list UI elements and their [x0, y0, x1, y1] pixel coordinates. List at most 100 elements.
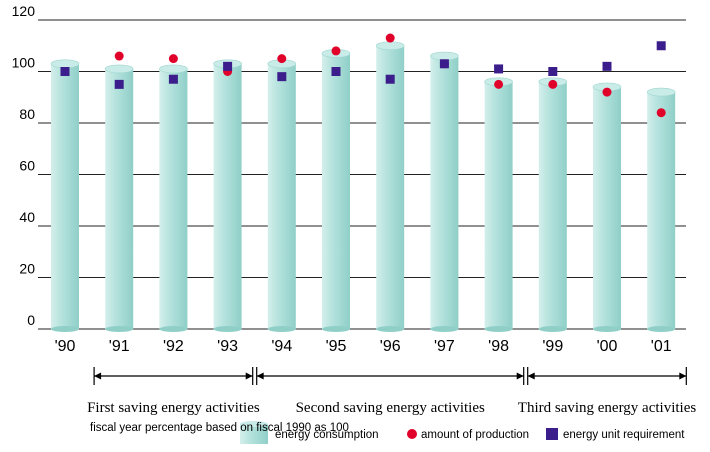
- legend-item: energy unit requirement: [546, 428, 685, 441]
- production-point: [168, 54, 178, 64]
- bar-bottom: [593, 326, 621, 332]
- unit-requirement-point: [494, 64, 504, 74]
- legend-swatch-square: [546, 428, 558, 440]
- bar-body: [484, 81, 513, 329]
- x-tick-label: '93: [217, 338, 238, 355]
- period-arrow: Third saving energy activities: [518, 367, 697, 416]
- bar-bottom: [376, 326, 405, 332]
- x-tick-label: '94: [271, 338, 292, 355]
- x-tick-label: '97: [434, 338, 455, 355]
- bar-bottom: [430, 326, 459, 332]
- footnote-line-1: fiscal year percentage based on fiscal 1…: [90, 422, 349, 434]
- period-label: First saving energy activities: [87, 400, 260, 416]
- y-tick-label: 20: [19, 261, 35, 277]
- bar: [267, 59, 297, 332]
- arrowhead-left: [256, 372, 264, 380]
- x-tick-label: '92: [163, 338, 184, 355]
- y-tick-label: 100: [12, 55, 36, 71]
- y-axis-ticks: 0 20 40 60 80 100 120: [12, 3, 36, 328]
- legend: energy consumption amount of production en…: [240, 421, 685, 444]
- legend-swatch-circle: [407, 429, 417, 439]
- production-point: [277, 54, 287, 64]
- arrowhead-left: [527, 372, 535, 380]
- arrowhead-left: [94, 372, 102, 380]
- y-tick-label: 60: [19, 158, 35, 174]
- production-point: [656, 108, 666, 118]
- period-label: Third saving energy activities: [518, 400, 697, 416]
- bar: [592, 82, 622, 332]
- legend-item: amount of production: [407, 429, 529, 441]
- y-tick-label: 0: [27, 312, 35, 328]
- legend-item: energy consumption: [240, 421, 379, 444]
- bar: [159, 64, 188, 332]
- unit-requirement-point: [60, 67, 70, 76]
- bar-body: [267, 63, 296, 330]
- legend-swatch-bar-top: [240, 421, 268, 427]
- bar-body: [376, 45, 405, 329]
- arrowhead-right: [679, 372, 687, 380]
- bar-bottom: [105, 326, 134, 332]
- bar-bottom: [213, 326, 242, 332]
- unit-requirement-point: [114, 79, 124, 89]
- x-tick-label: '91: [109, 338, 130, 355]
- period-arrows: First saving energy activities Second sav…: [87, 367, 696, 416]
- bar: [484, 77, 513, 332]
- production-point: [331, 46, 341, 56]
- legend-label: energy consumption: [275, 429, 379, 441]
- bar-bottom: [267, 326, 296, 332]
- legend-label: amount of production: [421, 429, 529, 441]
- grid-lines: [38, 19, 686, 330]
- bar-bottom: [322, 326, 350, 332]
- x-axis-labels: '90 '91 '92 '93 '94 '95 '96 '97 '98 '99 '00 '01: [55, 338, 672, 355]
- bar-body: [430, 56, 459, 330]
- bar: [50, 59, 80, 332]
- bar-top: [104, 64, 134, 74]
- bar-bottom: [538, 326, 567, 332]
- bar-bottom: [647, 326, 676, 332]
- bar-body: [538, 81, 567, 329]
- bar: [646, 87, 676, 332]
- markers: [60, 33, 666, 118]
- bar-body: [51, 63, 79, 330]
- x-tick-label: '99: [542, 338, 563, 355]
- bar-body: [593, 86, 621, 329]
- bar-top: [375, 41, 405, 51]
- unit-requirement-point: [168, 74, 178, 84]
- x-tick-label: '00: [597, 338, 618, 355]
- bar: [104, 64, 134, 332]
- period-arrow: Second saving energy activities: [256, 367, 525, 416]
- bar-body: [647, 92, 676, 329]
- production-point: [385, 33, 395, 43]
- bar-bottom: [159, 326, 188, 332]
- unit-requirement-point: [548, 67, 558, 76]
- bar-top: [646, 87, 676, 97]
- production-point: [494, 79, 504, 89]
- unit-requirement-point: [277, 72, 287, 82]
- x-tick-label: '90: [55, 338, 76, 355]
- bar-body: [213, 63, 242, 330]
- unit-requirement-point: [656, 41, 666, 51]
- x-tick-label: '96: [380, 338, 401, 355]
- arrowhead-right: [516, 372, 524, 380]
- bars: [50, 41, 676, 332]
- x-tick-label: '98: [488, 338, 509, 355]
- bar-body: [322, 53, 350, 329]
- period-arrow: First saving energy activities: [87, 367, 260, 416]
- bar-top: [430, 51, 459, 61]
- bar-top: [50, 59, 80, 69]
- bar-bottom: [51, 326, 79, 332]
- y-tick-label: 120: [12, 3, 36, 19]
- footnote: fiscal year percentage based on fiscal 1…: [90, 421, 349, 435]
- bar-body: [105, 68, 134, 330]
- bar: [375, 41, 405, 332]
- unit-requirement-point: [223, 61, 233, 71]
- bar: [213, 59, 242, 332]
- unit-requirement-point: [385, 74, 395, 84]
- bar: [430, 51, 459, 332]
- production-point: [548, 79, 558, 89]
- period-label: Second saving energy activities: [296, 400, 485, 416]
- x-tick-label: '01: [651, 338, 672, 355]
- legend-label: energy unit requirement: [563, 429, 685, 441]
- unit-requirement-point: [331, 67, 341, 76]
